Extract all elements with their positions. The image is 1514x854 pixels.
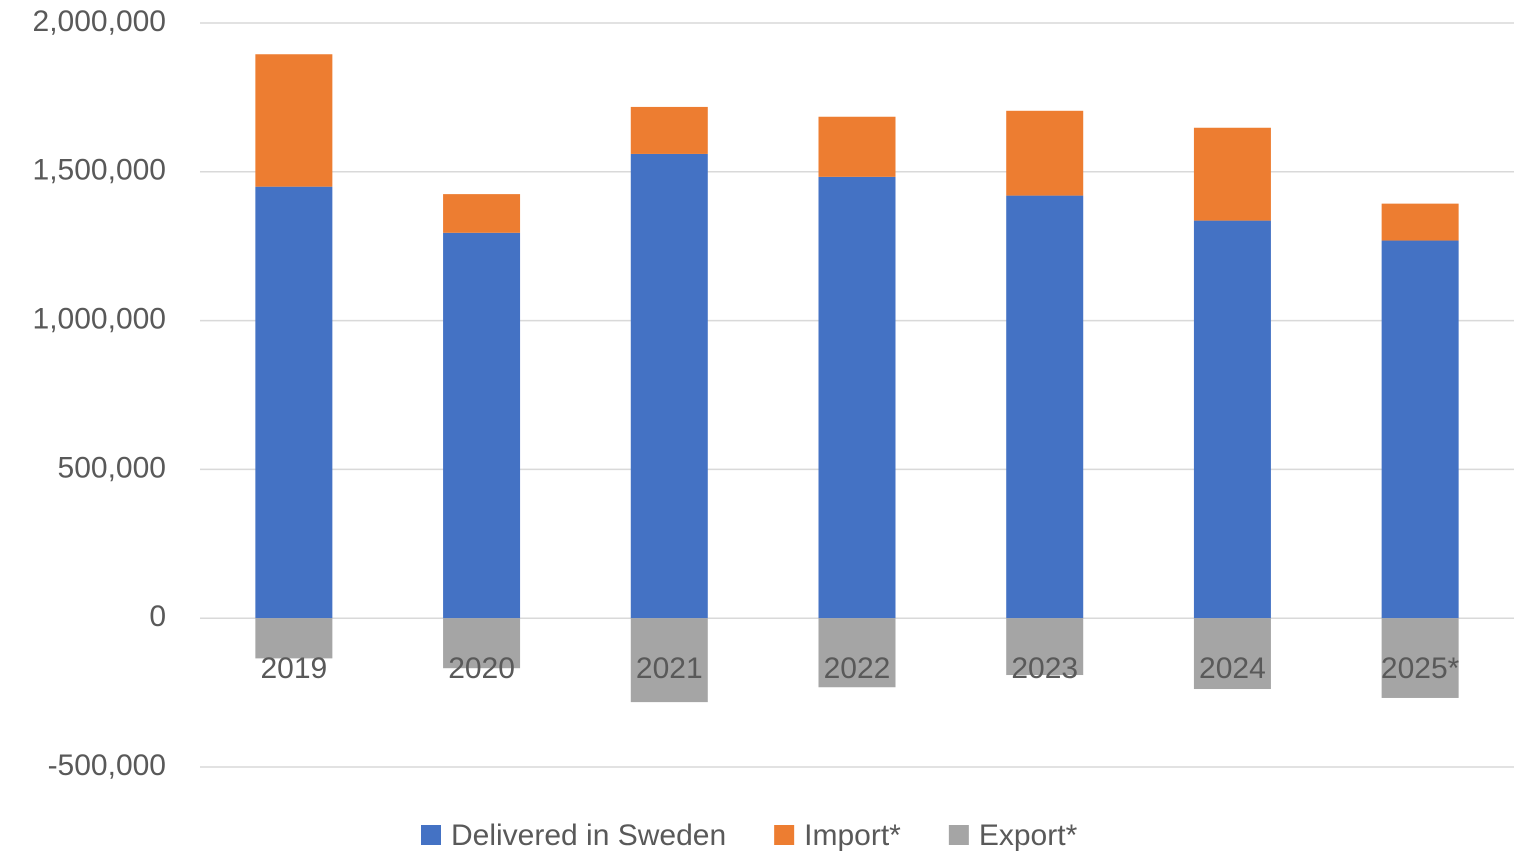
bar: [1381, 240, 1459, 619]
x-tick-label: 2024: [1199, 652, 1266, 685]
x-tick-label: 2022: [824, 652, 891, 685]
legend-label: Delivered in Sweden: [451, 819, 726, 852]
bar: [1006, 195, 1084, 619]
x-tick-label: 2021: [636, 652, 703, 685]
bar: [255, 186, 333, 619]
legend-swatch: [948, 825, 969, 845]
bar: [818, 116, 896, 177]
bar: [443, 232, 521, 619]
bar: [1006, 110, 1084, 196]
legend: Delivered in Sweden Import* Export*: [421, 819, 1078, 852]
bar: [630, 153, 708, 619]
legend-swatch: [421, 825, 441, 845]
y-tick-label: 1,000,000: [33, 303, 166, 336]
y-tick-label: 500,000: [58, 451, 166, 484]
legend-label: Import*: [804, 819, 901, 852]
bar: [630, 618, 708, 703]
bar: [1381, 618, 1459, 698]
x-tick-label: 2023: [1011, 652, 1078, 685]
bar: [818, 176, 896, 619]
y-tick-label: 1,500,000: [33, 154, 166, 187]
bar: [255, 618, 333, 659]
x-tick-label: 2025*: [1381, 652, 1460, 685]
bar: [443, 194, 521, 233]
legend-label: Export*: [979, 819, 1078, 852]
y-tick-label: 0: [149, 600, 166, 633]
bar: [255, 54, 333, 187]
legend-swatch: [774, 825, 795, 845]
bar: [1006, 618, 1084, 676]
y-tick-label: 2,000,000: [33, 5, 166, 38]
x-tick-label: 2019: [260, 652, 327, 685]
bar: [1193, 127, 1271, 221]
bar: [630, 106, 708, 154]
bar: [443, 618, 521, 669]
bar: [1193, 618, 1271, 690]
bar: [818, 618, 896, 688]
bar: [1193, 220, 1271, 619]
bar: [1381, 203, 1459, 241]
y-tick-label: -500,000: [48, 749, 166, 782]
x-tick-label: 2020: [448, 652, 515, 685]
